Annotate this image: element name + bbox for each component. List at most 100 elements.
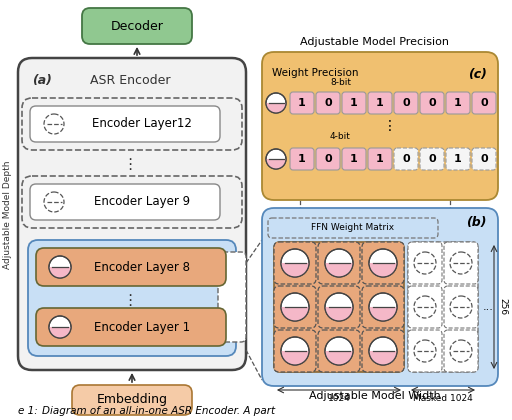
Circle shape [369, 249, 397, 277]
Wedge shape [369, 263, 397, 277]
Circle shape [49, 316, 71, 338]
FancyBboxPatch shape [72, 385, 192, 415]
FancyBboxPatch shape [36, 308, 226, 346]
Circle shape [281, 293, 309, 321]
Text: ASR Encoder: ASR Encoder [90, 74, 170, 87]
Text: 1: 1 [454, 154, 462, 164]
Wedge shape [369, 307, 397, 321]
Text: Adjustable Model Precision: Adjustable Model Precision [301, 37, 450, 47]
Circle shape [44, 192, 64, 212]
FancyBboxPatch shape [28, 240, 236, 356]
Text: 0: 0 [428, 154, 436, 164]
FancyBboxPatch shape [316, 92, 340, 114]
Text: 1: 1 [350, 98, 358, 108]
FancyBboxPatch shape [394, 92, 418, 114]
FancyBboxPatch shape [262, 52, 498, 200]
Text: (c): (c) [468, 68, 487, 81]
FancyBboxPatch shape [30, 184, 220, 220]
FancyBboxPatch shape [444, 330, 478, 372]
FancyBboxPatch shape [408, 242, 478, 372]
Wedge shape [325, 263, 353, 277]
FancyBboxPatch shape [318, 330, 360, 372]
Wedge shape [266, 159, 286, 169]
Circle shape [450, 340, 472, 362]
Text: e 1:: e 1: [18, 406, 41, 416]
FancyBboxPatch shape [290, 148, 314, 170]
Wedge shape [369, 351, 397, 365]
Text: 4-bit: 4-bit [330, 132, 351, 141]
FancyBboxPatch shape [218, 252, 246, 342]
Circle shape [414, 296, 436, 318]
FancyBboxPatch shape [444, 286, 478, 328]
Wedge shape [281, 307, 309, 321]
FancyBboxPatch shape [274, 286, 316, 328]
FancyBboxPatch shape [444, 242, 478, 284]
Circle shape [369, 337, 397, 365]
Circle shape [44, 114, 64, 134]
FancyBboxPatch shape [362, 330, 404, 372]
FancyBboxPatch shape [408, 330, 442, 372]
FancyBboxPatch shape [274, 242, 404, 372]
Text: Adjustable Model Width: Adjustable Model Width [309, 391, 441, 401]
FancyBboxPatch shape [318, 286, 360, 328]
Text: (a): (a) [32, 74, 52, 87]
FancyBboxPatch shape [472, 148, 496, 170]
Text: 1: 1 [376, 154, 384, 164]
Circle shape [325, 337, 353, 365]
FancyBboxPatch shape [18, 58, 246, 370]
Circle shape [325, 293, 353, 321]
Circle shape [281, 249, 309, 277]
Text: Encoder Layer 9: Encoder Layer 9 [94, 195, 190, 208]
FancyBboxPatch shape [82, 8, 192, 44]
Text: 8-bit: 8-bit [330, 78, 351, 87]
Circle shape [450, 252, 472, 274]
Text: 0: 0 [324, 154, 332, 164]
FancyBboxPatch shape [262, 208, 498, 386]
Wedge shape [281, 351, 309, 365]
Circle shape [414, 252, 436, 274]
Circle shape [266, 149, 286, 169]
Text: Weight Precision: Weight Precision [272, 68, 358, 78]
FancyBboxPatch shape [394, 148, 418, 170]
FancyBboxPatch shape [36, 248, 226, 286]
Text: 256: 256 [498, 299, 507, 315]
Circle shape [281, 337, 309, 365]
Text: ...: ... [483, 302, 494, 312]
Text: ⋮: ⋮ [122, 292, 138, 307]
Text: Diagram of an all-in-one ASR Encoder. A part: Diagram of an all-in-one ASR Encoder. A … [42, 406, 275, 416]
FancyBboxPatch shape [362, 286, 404, 328]
FancyBboxPatch shape [316, 148, 340, 170]
Text: Decoder: Decoder [111, 19, 163, 32]
FancyBboxPatch shape [368, 148, 392, 170]
Wedge shape [325, 351, 353, 365]
Text: 0: 0 [480, 98, 488, 108]
Text: 0: 0 [480, 154, 488, 164]
Text: Masked 1024: Masked 1024 [413, 394, 473, 403]
Text: 0: 0 [428, 98, 436, 108]
Wedge shape [325, 307, 353, 321]
Circle shape [325, 249, 353, 277]
Text: (b): (b) [466, 216, 487, 229]
Text: Embedding: Embedding [96, 394, 167, 407]
FancyBboxPatch shape [30, 106, 220, 142]
Wedge shape [49, 327, 71, 338]
Text: ⋮: ⋮ [383, 119, 397, 133]
Wedge shape [49, 267, 71, 278]
Text: FFN Weight Matrix: FFN Weight Matrix [311, 223, 395, 233]
Wedge shape [281, 263, 309, 277]
Text: 1: 1 [298, 154, 306, 164]
FancyBboxPatch shape [408, 286, 442, 328]
FancyBboxPatch shape [446, 148, 470, 170]
FancyBboxPatch shape [342, 92, 366, 114]
Text: 1: 1 [376, 98, 384, 108]
Wedge shape [266, 103, 286, 113]
FancyBboxPatch shape [318, 242, 360, 284]
Text: 1: 1 [350, 154, 358, 164]
Text: Encoder Layer12: Encoder Layer12 [92, 118, 192, 131]
FancyBboxPatch shape [274, 242, 316, 284]
Circle shape [49, 256, 71, 278]
FancyBboxPatch shape [420, 148, 444, 170]
FancyBboxPatch shape [342, 148, 366, 170]
Text: 1: 1 [454, 98, 462, 108]
Text: Encoder Layer 8: Encoder Layer 8 [94, 260, 190, 273]
